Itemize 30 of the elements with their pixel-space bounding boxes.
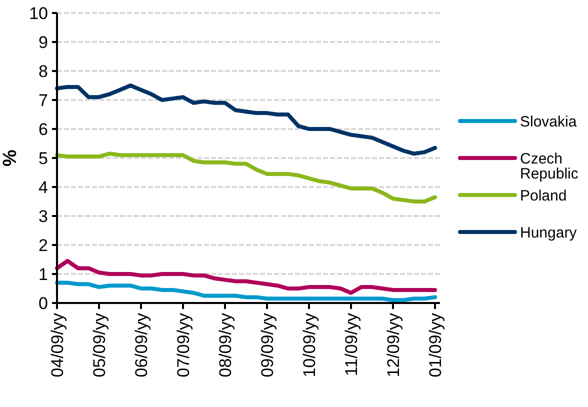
legend-label: Poland bbox=[520, 187, 567, 204]
y-axis-title: % bbox=[0, 149, 21, 166]
legend-label: Slovakia bbox=[520, 113, 578, 130]
y-tick-label: 1 bbox=[38, 264, 48, 284]
y-tick-label: 4 bbox=[38, 178, 48, 197]
y-tick-label: 7 bbox=[38, 90, 48, 110]
x-tick-label: 07/09/yy bbox=[174, 312, 193, 378]
y-tick-label: 10 bbox=[29, 4, 48, 23]
x-tick-label: 01/09/yy bbox=[426, 312, 445, 378]
x-tick-label: 05/09/yy bbox=[90, 312, 109, 378]
x-tick-label: 09/09/yy bbox=[258, 312, 277, 378]
y-tick-label: 2 bbox=[38, 236, 48, 255]
y-tick-label: 0 bbox=[38, 294, 48, 313]
line-series bbox=[55, 280, 437, 302]
y-tick-label: 5 bbox=[38, 148, 48, 168]
line-series bbox=[55, 152, 437, 204]
y-tick-label: 3 bbox=[38, 206, 48, 226]
x-tick-label: 11/09/yy bbox=[342, 312, 361, 376]
y-tick-label: 9 bbox=[38, 32, 48, 52]
x-tick-label: 08/09/yy bbox=[216, 312, 235, 378]
legend-label: Hungary bbox=[520, 224, 578, 242]
line-series bbox=[55, 84, 437, 156]
line-series bbox=[55, 258, 437, 295]
legend-label: Czech Republic bbox=[520, 150, 579, 182]
x-tick-label: 12/09/yy bbox=[384, 312, 403, 378]
y-tick-label: 8 bbox=[38, 62, 48, 81]
y-tick-label: 6 bbox=[38, 120, 48, 139]
x-tick-label: 04/09/yy bbox=[48, 312, 67, 378]
x-tick-label: 10/09/yy bbox=[300, 312, 319, 378]
x-tick-label: 06/09/yy bbox=[132, 312, 151, 378]
